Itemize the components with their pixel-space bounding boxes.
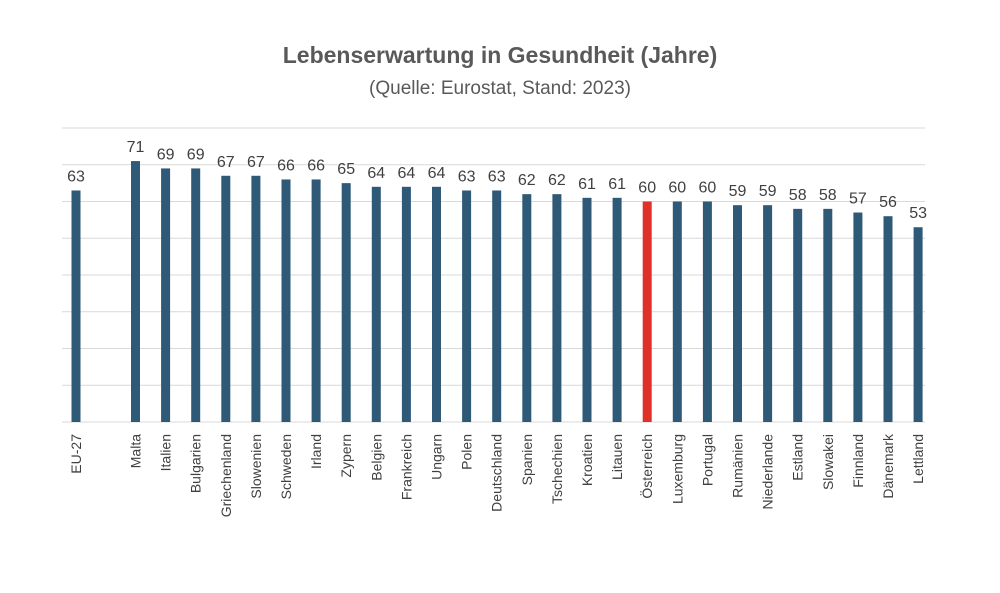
value-label: 60 (699, 180, 717, 197)
category-label: Luxemburg (669, 434, 685, 504)
category-label: Griechenland (218, 434, 234, 517)
value-label: 60 (668, 180, 686, 197)
bar (702, 201, 712, 422)
category-labels: EU-27 Malta Italien Bulgarien Griechenland Sl… (68, 433, 926, 517)
bar (612, 197, 622, 422)
value-label: 58 (789, 187, 807, 204)
value-label: 66 (307, 157, 325, 174)
category-label: Estland (790, 434, 806, 481)
category-label: Lettland (910, 434, 926, 484)
category-label: Niederlande (760, 434, 776, 510)
value-label: 71 (127, 139, 145, 156)
value-label: 64 (428, 165, 446, 182)
bar (492, 190, 502, 422)
category-label: Slowakei (820, 434, 836, 490)
bar (371, 186, 381, 422)
value-label: 62 (518, 172, 536, 189)
value-label: 69 (187, 146, 205, 163)
bar (71, 190, 81, 422)
category-label: Schweden (278, 434, 294, 499)
bar (672, 201, 682, 422)
category-label: Finnland (850, 434, 866, 488)
value-label: 53 (909, 205, 927, 222)
bar (913, 227, 923, 422)
category-label: Ungarn (429, 434, 445, 480)
bar (853, 212, 863, 422)
value-label: 59 (729, 183, 747, 200)
category-label: Frankreich (398, 434, 414, 500)
category-label: Italien (158, 434, 174, 471)
bar (221, 175, 231, 422)
value-label: 63 (488, 168, 506, 185)
category-label: Malta (128, 434, 144, 468)
category-label: Belgien (368, 434, 384, 481)
category-label: Irland (308, 434, 324, 469)
value-label: 57 (849, 191, 867, 208)
value-label: 67 (217, 154, 235, 171)
category-label: EU-27 (68, 434, 84, 474)
bar (131, 161, 140, 422)
category-label: Bulgarien (188, 434, 204, 493)
category-label: Portugal (699, 434, 715, 486)
category-label: Dänemark (880, 433, 896, 499)
chart-title: Lebenserwartung in Gesundheit (Jahre) (282, 42, 718, 68)
bar (311, 179, 321, 422)
bar (191, 168, 201, 422)
category-label: Spanien (519, 434, 535, 485)
bar (763, 205, 773, 422)
category-label: Slowenien (248, 434, 264, 499)
value-label: 62 (548, 172, 566, 189)
value-label: 66 (277, 157, 295, 174)
bar (281, 179, 291, 422)
value-label: 61 (608, 176, 626, 193)
value-label: 67 (247, 154, 265, 171)
bar (341, 183, 351, 422)
value-label: 56 (879, 194, 897, 211)
category-label: Tschechien (549, 434, 565, 504)
value-label: 63 (458, 168, 476, 185)
value-label: 69 (157, 146, 175, 163)
chart-subtitle: (Quelle: Eurostat, Stand: 2023) (369, 78, 631, 99)
bar (251, 175, 261, 422)
value-label: 58 (819, 187, 837, 204)
value-label: 63 (67, 168, 85, 185)
category-label: Kroatien (579, 434, 595, 486)
bar (733, 205, 742, 422)
category-label: Rumänien (730, 434, 746, 498)
bar (462, 190, 472, 422)
bar (161, 168, 171, 422)
value-label: 65 (337, 161, 355, 178)
category-label: Litauen (609, 434, 625, 480)
bar (823, 208, 833, 422)
bar (582, 197, 592, 422)
bar (642, 201, 652, 422)
value-label: 64 (367, 165, 385, 182)
category-label: Österreich (638, 434, 655, 499)
value-labels: 63 71 69 69 67 67 66 66 65 64 64 64 63 63 62 62 61 61 60 60… (67, 139, 927, 222)
value-label: 64 (398, 165, 416, 182)
category-label: Deutschland (489, 434, 505, 512)
category-label: Polen (459, 434, 475, 470)
category-label: Zypern (338, 434, 354, 478)
value-label: 61 (578, 176, 596, 193)
bar (883, 216, 893, 422)
bar (552, 194, 562, 422)
bar (401, 186, 411, 422)
value-label: 59 (759, 183, 777, 200)
bar (793, 208, 803, 422)
bar (522, 194, 532, 422)
value-label: 60 (638, 180, 656, 197)
bars (71, 161, 923, 422)
bar (432, 186, 441, 422)
